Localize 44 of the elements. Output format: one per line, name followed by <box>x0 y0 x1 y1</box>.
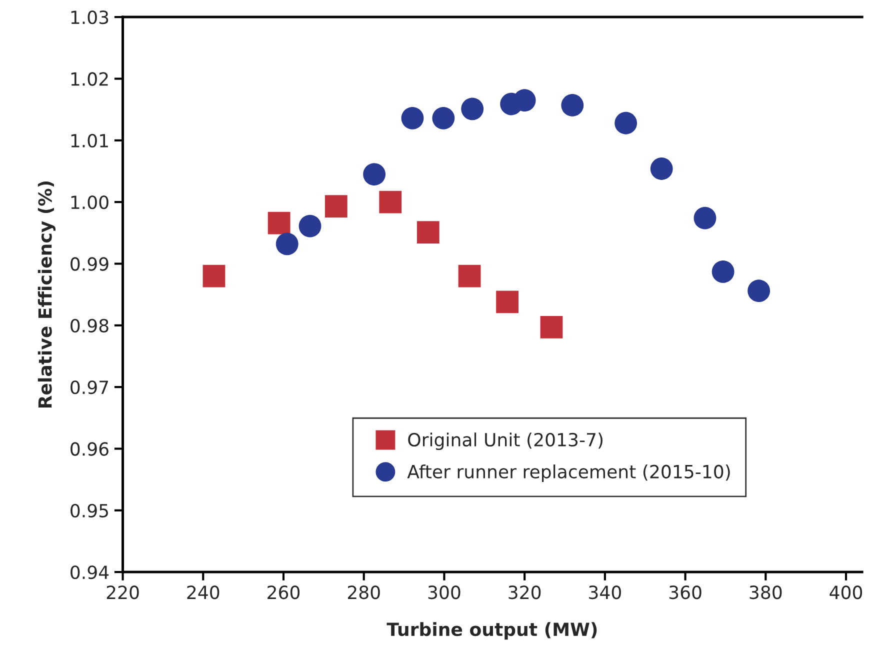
point <box>561 94 584 116</box>
y-tick-label: 0.96 <box>70 442 108 456</box>
point <box>458 264 481 288</box>
x-tick-label: 360 <box>669 586 702 600</box>
y-tick-label: 0.99 <box>70 257 108 271</box>
y-tick-label: 0.98 <box>70 318 108 332</box>
x-tick-label: 380 <box>750 586 782 600</box>
y-tick-label: 1.02 <box>71 72 108 86</box>
x-tick-label: 260 <box>268 586 300 600</box>
y-tick-label: 1.03 <box>71 10 108 24</box>
legend-label: After runner replacement (2015-10) <box>407 464 730 482</box>
x-tick-label: 340 <box>589 586 621 600</box>
point <box>276 232 298 256</box>
x-tick-label: 400 <box>830 586 862 600</box>
x-tick-label: 320 <box>508 586 541 600</box>
y-tick-label: 0.97 <box>70 380 108 394</box>
x-tick-label: 240 <box>187 586 220 600</box>
point <box>650 158 673 180</box>
y-axis-title: Relative Efficiency (%) <box>38 181 56 408</box>
point <box>298 214 322 238</box>
point <box>416 221 440 244</box>
y-tick-label: 0.94 <box>70 565 109 580</box>
point <box>748 280 770 302</box>
y-tick-label: 1.01 <box>71 134 108 148</box>
point <box>694 206 716 230</box>
point <box>614 112 638 134</box>
point <box>268 212 290 234</box>
point <box>712 260 734 283</box>
x-tick-label: 300 <box>428 586 460 600</box>
point <box>461 98 484 120</box>
point <box>202 264 226 288</box>
x-axis-title: Turbine output (MW) <box>386 622 597 640</box>
point <box>401 106 424 130</box>
point <box>496 290 518 314</box>
y-tick-label: 0.95 <box>70 504 108 518</box>
point <box>432 106 455 130</box>
point <box>324 195 348 218</box>
point <box>540 316 563 338</box>
point <box>363 163 386 186</box>
y-tick-label: 1.00 <box>71 196 108 210</box>
x-tick-label: 220 <box>106 586 139 600</box>
point <box>379 190 402 214</box>
x-tick-label: 280 <box>348 586 380 600</box>
legend-label: Original Unit (2013-7) <box>408 432 602 450</box>
